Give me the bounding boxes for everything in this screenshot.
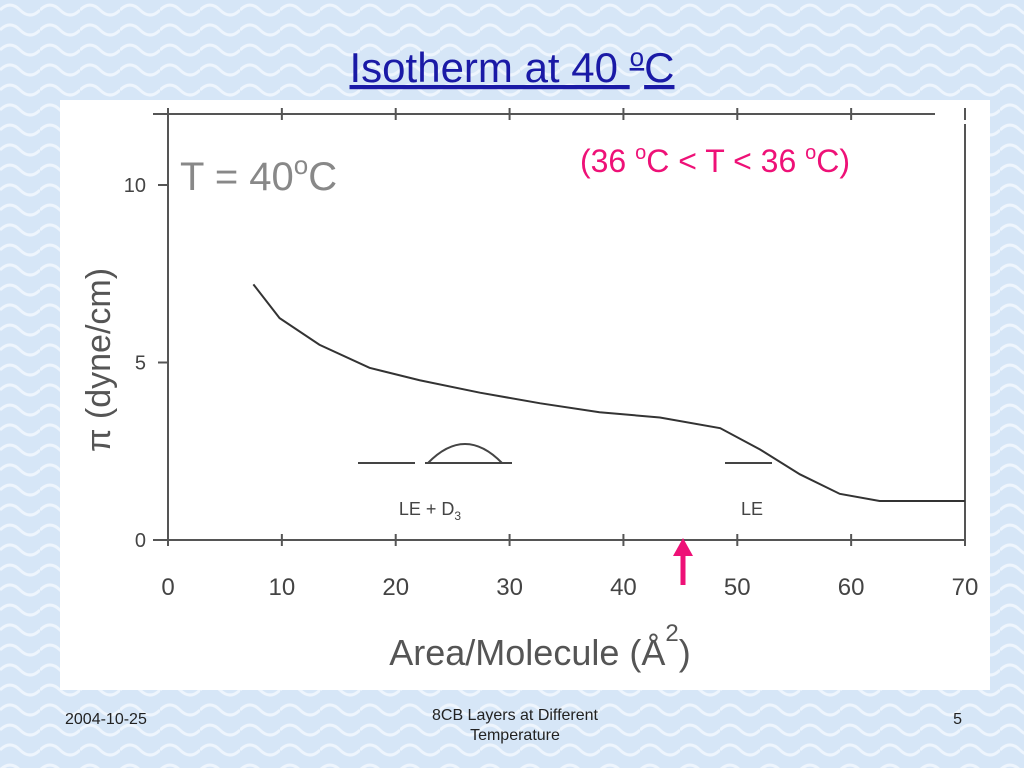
- range-note: (36 oC < T < 36 oC): [580, 142, 850, 179]
- x-tick-label: 50: [724, 574, 751, 601]
- y-tick-label: 5: [135, 353, 146, 375]
- x-tick-label: 0: [161, 574, 174, 601]
- note-text: C): [816, 143, 850, 179]
- plot: 0 10 20 30 40 50 60 70 0 5 10: [124, 108, 979, 601]
- phase-label: LE + D3: [399, 499, 462, 523]
- isotherm-line: [252, 283, 965, 502]
- y-tick-label: 10: [124, 175, 146, 197]
- note-text: (36: [580, 143, 635, 179]
- note-sup: o: [635, 142, 646, 164]
- label-sup: 2: [665, 620, 678, 647]
- note-text: T = 40: [180, 155, 294, 199]
- y-axis-label: π (dyne/cm): [80, 268, 118, 452]
- note-sub: 3: [454, 509, 461, 523]
- note-text: C: [308, 155, 337, 199]
- note-text: LE + D: [399, 499, 455, 519]
- label-text: Area/Molecule (Å: [389, 632, 665, 673]
- x-tick-label: 30: [496, 574, 523, 601]
- phase-symbols: [358, 443, 772, 464]
- x-tick-label: 20: [382, 574, 409, 601]
- x-tick-label: 70: [952, 574, 979, 601]
- slide-title: Isotherm at 40 oC: [350, 42, 675, 91]
- footer-date: 2004-10-25: [65, 711, 147, 728]
- note-sup: o: [805, 142, 816, 164]
- footer-topic: 8CB Layers at Different Temperature: [431, 707, 598, 744]
- phase-label: LE: [741, 499, 763, 519]
- temperature-note: T = 40oC: [180, 150, 337, 199]
- label-text: ): [679, 632, 691, 673]
- title-text: Isotherm at 40: [350, 44, 630, 91]
- footer-page: 5: [953, 711, 962, 728]
- x-axis-label: Area/Molecule (Å2): [389, 620, 690, 673]
- note-text: C < T < 36: [646, 143, 805, 179]
- footer-topic-box: 8CB Layers at Different Temperature: [431, 707, 598, 744]
- x-tick-label: 40: [610, 574, 637, 601]
- x-tick-label: 60: [838, 574, 865, 601]
- axis-frame: [153, 113, 966, 541]
- note-sup: o: [294, 150, 308, 180]
- chart-panel: [60, 100, 990, 690]
- x-tick-label: 10: [269, 574, 296, 601]
- arrow-head: [673, 538, 693, 556]
- title-text: C: [644, 44, 674, 91]
- y-tick-label: 0: [135, 530, 146, 552]
- title-sup: o: [630, 42, 644, 72]
